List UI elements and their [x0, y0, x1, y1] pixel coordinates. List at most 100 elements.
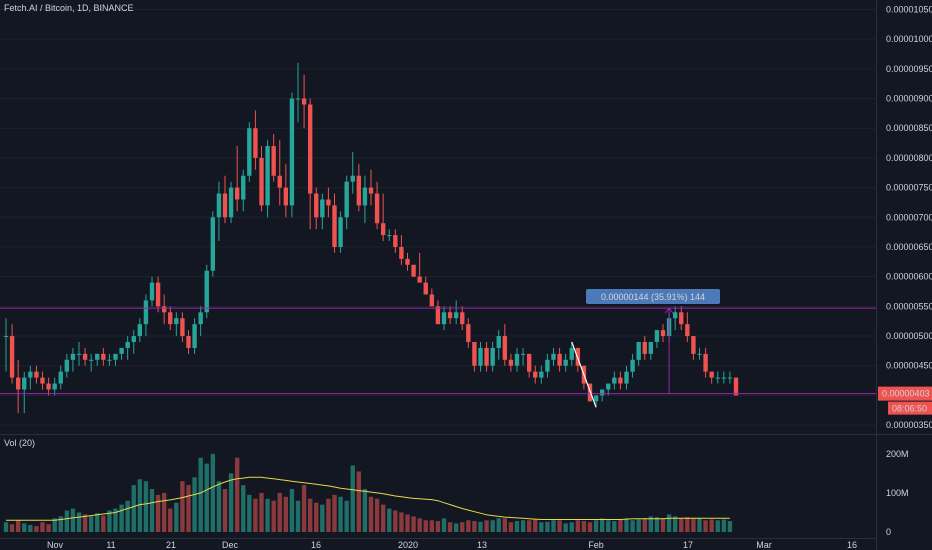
candle-body [332, 205, 337, 247]
volume-bar [234, 457, 240, 532]
candle-body [344, 181, 349, 218]
volume-bar [374, 498, 380, 532]
candle-body [52, 383, 57, 390]
volume-bar [64, 510, 70, 532]
candle-body [350, 175, 355, 182]
volume-bar [508, 522, 514, 532]
candle-body [691, 336, 696, 354]
candle-body [143, 300, 149, 325]
candle-body [496, 336, 501, 348]
volume-bar [289, 489, 295, 532]
volume-bar [34, 526, 39, 532]
measure-label: 0.00000144 (35.91%) 144 [601, 292, 705, 302]
candle-body [271, 146, 276, 176]
volume-bar [478, 521, 483, 532]
candle-body [447, 312, 453, 319]
candle-body [174, 318, 179, 325]
volume-bar [101, 515, 106, 532]
volume-bar [612, 521, 617, 532]
volume-bar [715, 520, 720, 532]
candle-body [88, 359, 94, 361]
candle-body [606, 383, 611, 390]
volume-bar [399, 512, 404, 532]
price-tick-label: 0.00000750 [886, 183, 932, 193]
candle-body [721, 377, 727, 379]
candle-body [685, 324, 690, 337]
chart-title: Fetch.AI / Bitcoin, 1D, BINANCE [4, 3, 134, 13]
volume-bar [9, 524, 15, 532]
candle-body [119, 347, 124, 354]
candle-body [82, 353, 88, 360]
volume-bar [338, 496, 343, 532]
volume-bar [52, 518, 57, 532]
time-tick-label: 21 [166, 540, 176, 550]
candle-body [703, 353, 708, 372]
time-tick-label: 13 [477, 540, 487, 550]
candle-body [131, 336, 136, 342]
volume-bar [435, 521, 441, 532]
candle-body [301, 98, 307, 105]
trend-line-drawing [571, 341, 597, 408]
candle-body [107, 359, 112, 361]
candle-body [320, 199, 325, 218]
volume-bar [198, 457, 203, 532]
countdown-tag [888, 401, 932, 415]
volume-bar [484, 520, 489, 532]
volume-bar [660, 518, 666, 532]
volume-bar [709, 519, 714, 532]
volume-bar [204, 463, 209, 532]
candle-body [58, 371, 63, 384]
volume-bar [253, 498, 258, 532]
candle-body [314, 193, 319, 218]
candle-body [277, 175, 282, 188]
candle-body [539, 371, 544, 378]
price-tick-label: 0.00000500 [886, 331, 932, 341]
time-tick-label: Nov [47, 540, 64, 550]
candle-body [368, 187, 374, 194]
volume-bar [387, 508, 392, 532]
candle-body [679, 312, 684, 325]
volume-bar [15, 520, 21, 532]
candle-body [715, 377, 720, 379]
volume-bar [721, 519, 727, 532]
volume-bar [168, 508, 173, 532]
volume-bar [82, 514, 88, 532]
candle-body [472, 341, 477, 366]
volume-bar [411, 516, 416, 532]
volume-bar [28, 524, 33, 532]
candle-body [484, 347, 489, 366]
volume-bar [514, 521, 520, 532]
candle-body [502, 336, 508, 360]
price-tick-label: 0.00000550 [886, 301, 932, 311]
time-tick-label: 16 [847, 540, 857, 550]
candle-body [9, 336, 15, 378]
price-tick-label: 0.00000600 [886, 272, 932, 282]
candle-body [374, 193, 380, 224]
candle-body [466, 324, 471, 342]
volume-bar [247, 494, 252, 532]
volume-bar [3, 522, 9, 532]
candle-body [70, 353, 76, 360]
candle-body [660, 330, 666, 337]
price-tick-label: 0.00001050 [886, 4, 932, 14]
candle-body [307, 104, 313, 194]
volume-bar [526, 520, 532, 532]
volume-bar [441, 518, 447, 532]
volume-bar [587, 522, 593, 532]
volume-bar [666, 514, 672, 532]
candle-body [28, 371, 33, 378]
volume-bar [76, 512, 82, 532]
volume-bar [685, 517, 690, 532]
candle-body [22, 377, 27, 390]
candle-body [533, 371, 538, 378]
candle-body [198, 312, 203, 325]
candle-body [630, 359, 635, 372]
volume-bar [520, 520, 526, 532]
price-tick-label: 0.00000700 [886, 212, 932, 222]
volume-bar [727, 521, 733, 532]
candle-body [599, 389, 605, 396]
volume-bar [679, 518, 684, 532]
volume-bar [569, 522, 574, 532]
